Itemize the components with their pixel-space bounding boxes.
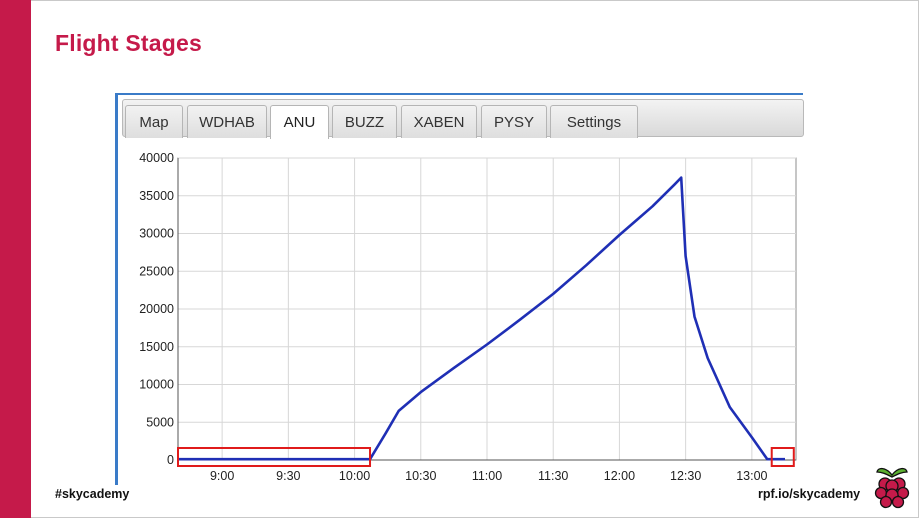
footer-hashtag: #skycademy xyxy=(55,487,130,501)
x-tick-label: 12:00 xyxy=(604,469,635,483)
accent-bar xyxy=(0,0,31,518)
x-tick-label: 11:00 xyxy=(472,469,502,483)
tab-bar: Map WDHAB ANU BUZZ XABEN PYSY Settings xyxy=(122,99,804,139)
y-tick-label: 30000 xyxy=(139,227,174,241)
tab-settings[interactable]: Settings xyxy=(550,105,638,138)
tab-pysy[interactable]: PYSY xyxy=(481,105,547,138)
x-tick-label: 11:30 xyxy=(538,469,568,483)
slide-title: Flight Stages xyxy=(55,30,203,56)
y-tick-label: 35000 xyxy=(139,189,174,203)
tab-map[interactable]: Map xyxy=(125,105,183,138)
chart-axes: 0 5000 10000 15000 20000 25000 30000 35000 40000… xyxy=(139,151,796,483)
y-tick-label: 10000 xyxy=(139,378,174,392)
y-tick-label: 5000 xyxy=(146,415,174,429)
chart-highlights xyxy=(177,447,795,467)
x-tick-label: 13:00 xyxy=(736,469,767,483)
tab-anu[interactable]: ANU xyxy=(270,105,329,139)
y-tick-label: 0 xyxy=(167,453,174,467)
tab-buzz[interactable]: BUZZ xyxy=(332,105,397,138)
footer-link[interactable]: rpf.io/skycademy xyxy=(758,487,861,501)
y-tick-label: 40000 xyxy=(139,151,174,165)
chart-grid xyxy=(177,157,797,461)
highlight-box xyxy=(177,447,372,467)
highlight-box xyxy=(770,447,795,467)
tab-wdhab[interactable]: WDHAB xyxy=(187,105,267,138)
x-tick-label: 12:30 xyxy=(670,469,701,483)
y-tick-label: 20000 xyxy=(139,302,174,316)
x-tick-label: 10:30 xyxy=(405,469,436,483)
y-tick-label: 15000 xyxy=(139,340,174,354)
altitude-line xyxy=(178,176,785,461)
x-tick-label: 10:00 xyxy=(339,469,370,483)
y-tick-label: 25000 xyxy=(139,264,174,278)
raspberry-logo-icon xyxy=(874,467,910,509)
x-tick-label: 9:00 xyxy=(210,469,234,483)
x-tick-label: 9:30 xyxy=(276,469,300,483)
tab-xaben[interactable]: XABEN xyxy=(401,105,477,138)
chart-series xyxy=(178,176,785,461)
